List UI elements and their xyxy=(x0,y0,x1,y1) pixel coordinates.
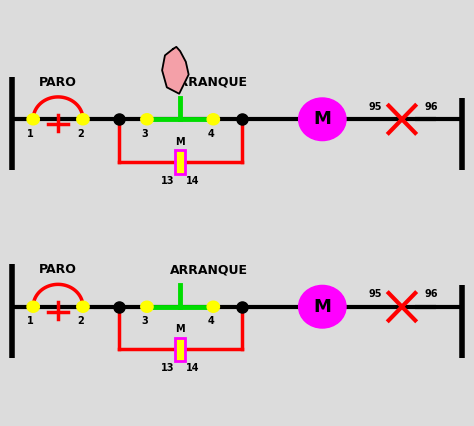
Circle shape xyxy=(207,114,219,125)
Text: 96: 96 xyxy=(424,102,438,112)
Circle shape xyxy=(77,114,89,125)
Text: M: M xyxy=(313,110,331,128)
Text: M: M xyxy=(313,298,331,316)
Text: 14: 14 xyxy=(186,363,200,373)
Text: M: M xyxy=(175,137,185,147)
Circle shape xyxy=(207,301,219,312)
FancyBboxPatch shape xyxy=(175,150,185,174)
Text: 4: 4 xyxy=(208,316,214,326)
Text: 2: 2 xyxy=(77,316,84,326)
Text: 1: 1 xyxy=(27,129,34,138)
Text: 13: 13 xyxy=(161,176,174,186)
Text: 13: 13 xyxy=(161,363,174,373)
Text: 2: 2 xyxy=(77,129,84,138)
Circle shape xyxy=(299,98,346,141)
Text: 14: 14 xyxy=(186,176,200,186)
Circle shape xyxy=(27,301,39,312)
Text: 96: 96 xyxy=(424,289,438,299)
Text: 3: 3 xyxy=(141,316,148,326)
Text: PARO: PARO xyxy=(39,263,77,276)
Circle shape xyxy=(27,114,39,125)
Circle shape xyxy=(141,301,153,312)
FancyBboxPatch shape xyxy=(175,337,185,361)
Text: 4: 4 xyxy=(208,129,214,138)
Text: 95: 95 xyxy=(368,289,382,299)
Text: 3: 3 xyxy=(141,129,148,138)
Text: ARRANQUE: ARRANQUE xyxy=(170,263,247,276)
Text: PARO: PARO xyxy=(39,75,77,89)
Circle shape xyxy=(299,285,346,328)
Polygon shape xyxy=(162,47,189,94)
Text: 95: 95 xyxy=(368,102,382,112)
Circle shape xyxy=(77,301,89,312)
Text: 1: 1 xyxy=(27,316,34,326)
Text: M: M xyxy=(175,324,185,334)
Circle shape xyxy=(141,114,153,125)
Text: ARRANQUE: ARRANQUE xyxy=(170,75,247,89)
